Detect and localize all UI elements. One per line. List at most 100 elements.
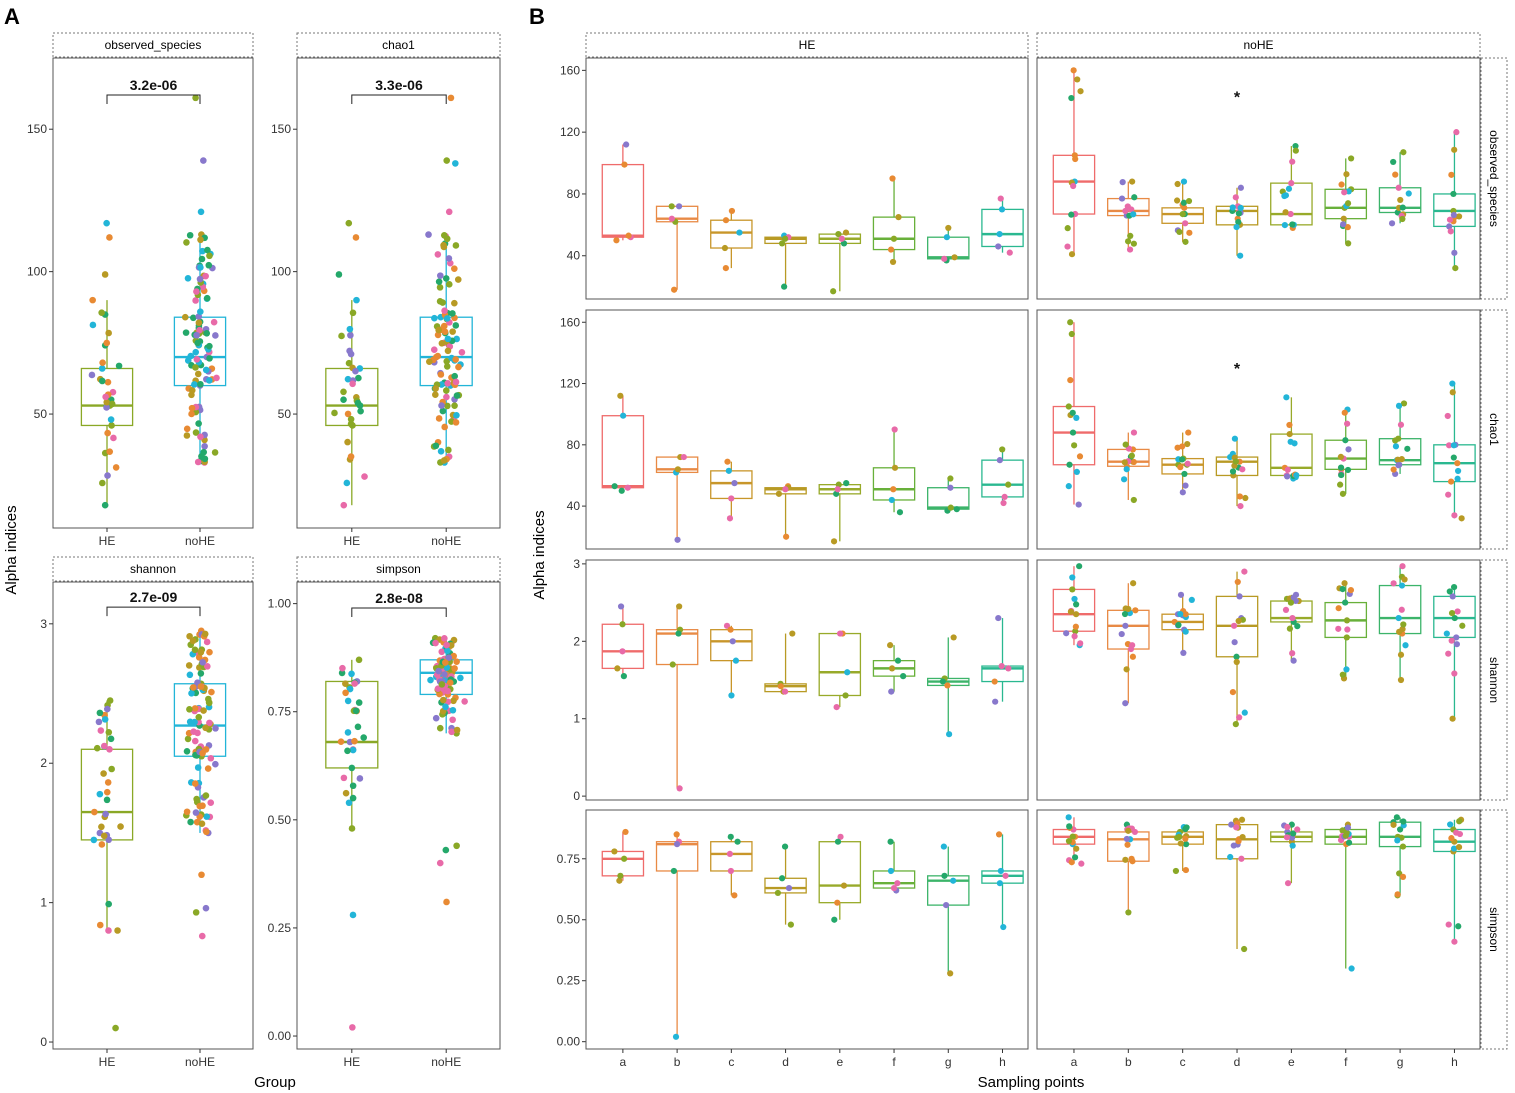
a-simpson-noHE-point: [449, 716, 456, 724]
b-chao1-row: chao1 40 80 120 160 *: [560, 309, 1508, 550]
b-chao1-noHE-g-point: [1392, 443, 1400, 450]
a-shannon-noHE-point: [191, 780, 199, 787]
a-shannon-HE-point: [96, 921, 104, 929]
b-shannon-noHE-a-point: [1072, 623, 1079, 630]
a-simpson-x-tick-label: HE: [343, 1055, 360, 1069]
b-observed_species-HE-g-point: [945, 224, 952, 232]
a-chao1-noHE-point: [451, 265, 458, 272]
b-shannon-noHE-g-point: [1395, 614, 1402, 622]
a-simpson-significance-bracket: [351, 607, 447, 617]
b-shannon-HE-d-point: [777, 683, 784, 690]
a-shannon-noHE-point: [202, 792, 210, 799]
b-shannon-HE-a-point: [619, 621, 626, 628]
a-chao1-HE-point: [347, 420, 355, 428]
a-shannon-HE-point: [117, 823, 124, 830]
a-chao1-HE-point: [355, 374, 362, 382]
b-observed_species-noHE-e-point: [1287, 210, 1294, 218]
b-chao1-noHE-g-point: [1404, 445, 1411, 452]
b-chao1-noHE-d-point: [1239, 466, 1246, 473]
a-shannon-HE-point: [96, 790, 104, 798]
b-simpson-HE-a-point: [611, 848, 618, 855]
a-shannon-noHE-point: [195, 713, 203, 721]
b-chao1-HE-b-point: [674, 536, 681, 543]
a-shannon-y-tick-label: 2: [40, 756, 47, 770]
b-shannon-noHE-h-point: [1451, 614, 1458, 622]
a-observed_species-noHE-point: [197, 236, 204, 244]
b-shannon-noHE-c-point: [1177, 610, 1184, 618]
b-observed_species-noHE-f-point: [1344, 200, 1352, 207]
b-observed_species-y-tick-label: 120: [560, 125, 580, 139]
b-chao1-noHE-a-point: [1068, 330, 1075, 338]
b-observed_species-HE-f-point: [895, 214, 902, 221]
b-observed_species-noHE-c-point: [1182, 220, 1189, 227]
a-shannon-HE-point: [101, 742, 108, 750]
b-chao1-noHE-b-point: [1122, 441, 1129, 448]
a-chao1-noHE-point: [443, 235, 451, 243]
a-chao1-noHE-point: [445, 281, 453, 288]
a-observed_species-y-tick-label: 100: [27, 265, 47, 279]
b-HE-x-tick-label: e: [836, 1055, 843, 1069]
b-shannon-noHE-d-point: [1233, 653, 1240, 660]
b-shannon-noHE-h-point: [1446, 588, 1453, 595]
a-shannon-noHE-point: [196, 802, 204, 810]
b-observed_species-HE-f-point: [889, 175, 896, 182]
b-simpson-HE-g-point: [940, 843, 947, 850]
a-shannon-noHE-point: [201, 630, 209, 638]
a-shannon-HE-point: [95, 718, 103, 726]
b-simpson-noHE-g-point: [1400, 818, 1407, 825]
a-shannon-noHE-point: [194, 729, 201, 737]
a-observed_species-noHE-point: [194, 370, 202, 378]
b-chao1-noHE-f-point: [1339, 490, 1347, 497]
b-observed_species-noHE-b-point: [1124, 203, 1131, 210]
a-chao1-HE-point: [338, 332, 345, 340]
b-shannon-y-tick-label: 0: [573, 789, 580, 803]
b-shannon-HE-h-point: [991, 678, 998, 685]
b-shannon-HE-g-point: [939, 678, 946, 685]
a-shannon-facet: shannon 0 1 2 3 HE noHE 2.7e-09: [40, 556, 254, 1069]
a-shannon-noHE-point: [202, 904, 210, 912]
a-simpson-HE-point: [349, 782, 357, 790]
b-observed_species-noHE-plot-frame: [1036, 57, 1481, 300]
b-chao1-noHE-h-point: [1451, 512, 1458, 519]
a-observed_species-noHE-point: [192, 364, 199, 371]
a-shannon-noHE-point: [198, 820, 206, 828]
b-shannon-HE-d-point: [781, 688, 789, 695]
a-chao1-noHE-point: [434, 251, 442, 258]
a-observed_species-noHE-point: [198, 255, 206, 263]
a-chao1-HE-point: [345, 359, 353, 367]
b-simpson-noHE-a-point: [1065, 814, 1072, 821]
b-shannon-noHE-h-point: [1453, 641, 1460, 648]
b-simpson-HE-e-point: [834, 899, 841, 906]
a-shannon-strip: [52, 556, 254, 582]
a-chao1-HE-point: [346, 325, 354, 333]
b-simpson-HE-b-point: [670, 867, 678, 875]
panel-label-a: A: [4, 4, 20, 29]
a-simpson-HE-point: [352, 707, 360, 715]
b-simpson-noHE-h-point: [1455, 923, 1462, 930]
b-simpson-noHE-a-point: [1073, 845, 1080, 852]
a-chao1-HE-point: [344, 438, 351, 446]
b-chao1-HE-b-point: [680, 453, 687, 461]
a-observed_species-noHE-point: [191, 381, 198, 388]
b-observed_species-noHE-f-point: [1338, 181, 1345, 188]
b-observed_species-HE-c-point: [721, 244, 729, 252]
b-shannon-noHE-d-point: [1241, 568, 1248, 575]
a-shannon-noHE-point: [203, 638, 211, 646]
b-shannon-HE-e-point: [833, 703, 840, 711]
b-chao1-noHE-d-point: [1232, 458, 1240, 465]
b-simpson-HE-a-point: [616, 877, 623, 884]
b-observed_species-noHE-f-point: [1341, 189, 1348, 196]
a-simpson-noHE-point: [432, 714, 440, 722]
a-simpson-HE-point: [344, 747, 351, 755]
a-shannon-y-tick-label: 0: [40, 1035, 47, 1049]
b-chao1-noHE-f-point: [1344, 420, 1351, 427]
a-simpson-noHE-point: [450, 697, 457, 705]
b-simpson-HE-h-point: [995, 831, 1003, 838]
a-simpson-noHE-point: [446, 679, 454, 687]
a-simpson-noHE-point: [453, 726, 461, 734]
a-simpson-noHE-point: [438, 681, 446, 688]
b-shannon-noHE-e-point: [1294, 623, 1301, 630]
b-observed_species-noHE-b-point: [1130, 211, 1137, 218]
a-chao1-noHE-point: [434, 331, 442, 339]
b-observed_species-y-tick-label: 80: [567, 187, 581, 201]
